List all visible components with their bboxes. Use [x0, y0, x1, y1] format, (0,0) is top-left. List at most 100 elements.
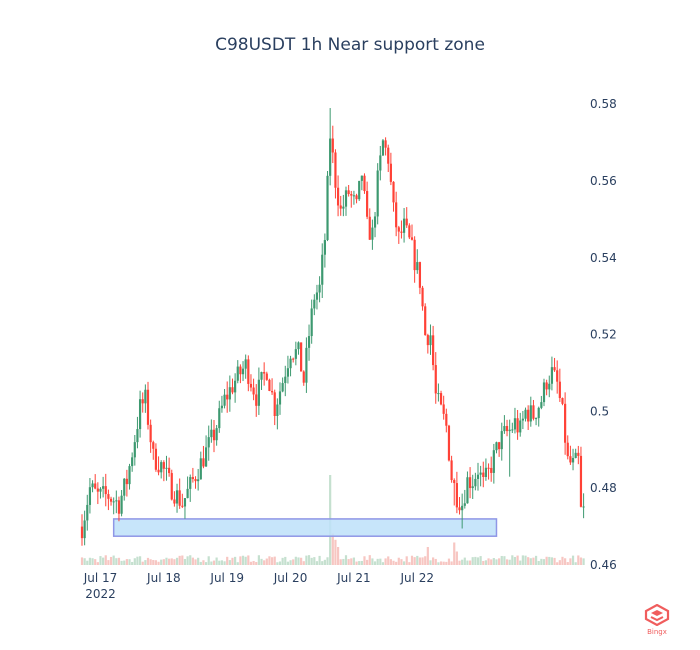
volume-bar — [389, 559, 392, 565]
volume-bar — [175, 557, 179, 565]
volume-bar — [463, 557, 466, 565]
candle — [532, 399, 535, 421]
volume-bar — [102, 557, 105, 565]
volume-bar — [168, 558, 171, 565]
volume-bar — [123, 560, 126, 565]
candle-body — [429, 335, 432, 346]
candle-body — [558, 381, 561, 399]
candle-body — [218, 408, 221, 429]
candle-body — [244, 359, 247, 369]
x-tick-label: Jul 21 — [336, 571, 371, 585]
candle-body — [400, 231, 403, 233]
volume-bar — [413, 557, 416, 565]
volume-bar — [492, 558, 495, 565]
candle — [358, 180, 361, 201]
volume-bar — [146, 557, 150, 565]
candle — [115, 490, 118, 514]
candle-body — [484, 467, 488, 477]
candle-body — [350, 194, 353, 196]
candle — [416, 249, 419, 274]
y-tick-label: 0.52 — [590, 328, 617, 342]
candle — [104, 473, 107, 507]
candle-body — [408, 225, 411, 238]
candle-body — [300, 342, 303, 372]
candle — [371, 219, 374, 250]
candle — [516, 409, 519, 440]
candle-body — [83, 520, 86, 539]
x-tick-label: Jul 17 — [83, 571, 118, 585]
volume-bar — [529, 558, 532, 565]
candle — [136, 416, 139, 449]
y-tick-label: 0.48 — [590, 481, 617, 495]
volume-bar — [371, 558, 374, 565]
y-tick-label: 0.54 — [590, 251, 617, 265]
volume-bar — [532, 557, 535, 565]
candle-body — [181, 505, 184, 507]
candle-body — [432, 335, 435, 366]
candle — [395, 191, 398, 237]
candle — [278, 382, 282, 415]
candle — [484, 458, 488, 481]
volume-bar — [165, 557, 168, 565]
volume-bar — [534, 555, 538, 565]
volume-bars — [80, 475, 585, 565]
candle — [80, 514, 84, 546]
volume-bar — [154, 560, 158, 565]
candle — [379, 145, 382, 181]
volume-bar — [513, 556, 517, 565]
candle — [439, 390, 443, 406]
candle-body — [165, 467, 168, 469]
candle-body — [397, 227, 400, 232]
candle — [524, 407, 527, 422]
volume-bar — [80, 557, 84, 565]
candle — [138, 390, 142, 438]
candle — [270, 378, 274, 395]
candle — [112, 497, 115, 515]
candle — [120, 490, 123, 517]
volume-bar — [358, 561, 361, 565]
candle — [344, 186, 348, 216]
candle — [141, 392, 144, 413]
volume-bar — [558, 560, 561, 565]
volume-bar — [429, 560, 432, 565]
candle — [305, 337, 308, 393]
candle-body — [339, 205, 342, 209]
candle — [183, 498, 187, 519]
candle-body — [537, 407, 540, 419]
volume-bar — [286, 561, 290, 565]
volume-bar — [263, 560, 266, 565]
candle — [529, 396, 532, 427]
candle — [249, 374, 253, 392]
candle-body — [197, 479, 200, 482]
candle — [450, 455, 453, 483]
volume-bar — [500, 555, 503, 565]
candle-body — [508, 429, 511, 432]
candle — [223, 389, 226, 409]
candle — [336, 175, 340, 217]
candle — [474, 472, 477, 491]
candle-body — [347, 190, 350, 195]
candle — [339, 195, 342, 216]
candle-body — [344, 190, 348, 207]
candle-body — [352, 195, 356, 197]
candle — [458, 497, 461, 515]
volume-bar — [519, 560, 522, 565]
bingx-logo-text: Bingx — [647, 628, 667, 636]
candle-body — [545, 382, 548, 390]
candle — [352, 190, 356, 205]
candle — [239, 364, 242, 384]
candle-body — [355, 195, 358, 200]
candle — [513, 407, 517, 434]
volume-bar — [490, 559, 493, 565]
candle-body — [99, 488, 102, 492]
candle-body — [247, 359, 250, 384]
candle — [410, 224, 414, 241]
candle-body — [336, 187, 340, 206]
candle — [257, 367, 260, 415]
volume-bar — [212, 560, 216, 565]
volume-bar — [350, 558, 353, 565]
candle — [408, 223, 411, 240]
candle-body — [482, 472, 485, 477]
candle — [94, 474, 97, 490]
volume-bar — [527, 557, 530, 565]
